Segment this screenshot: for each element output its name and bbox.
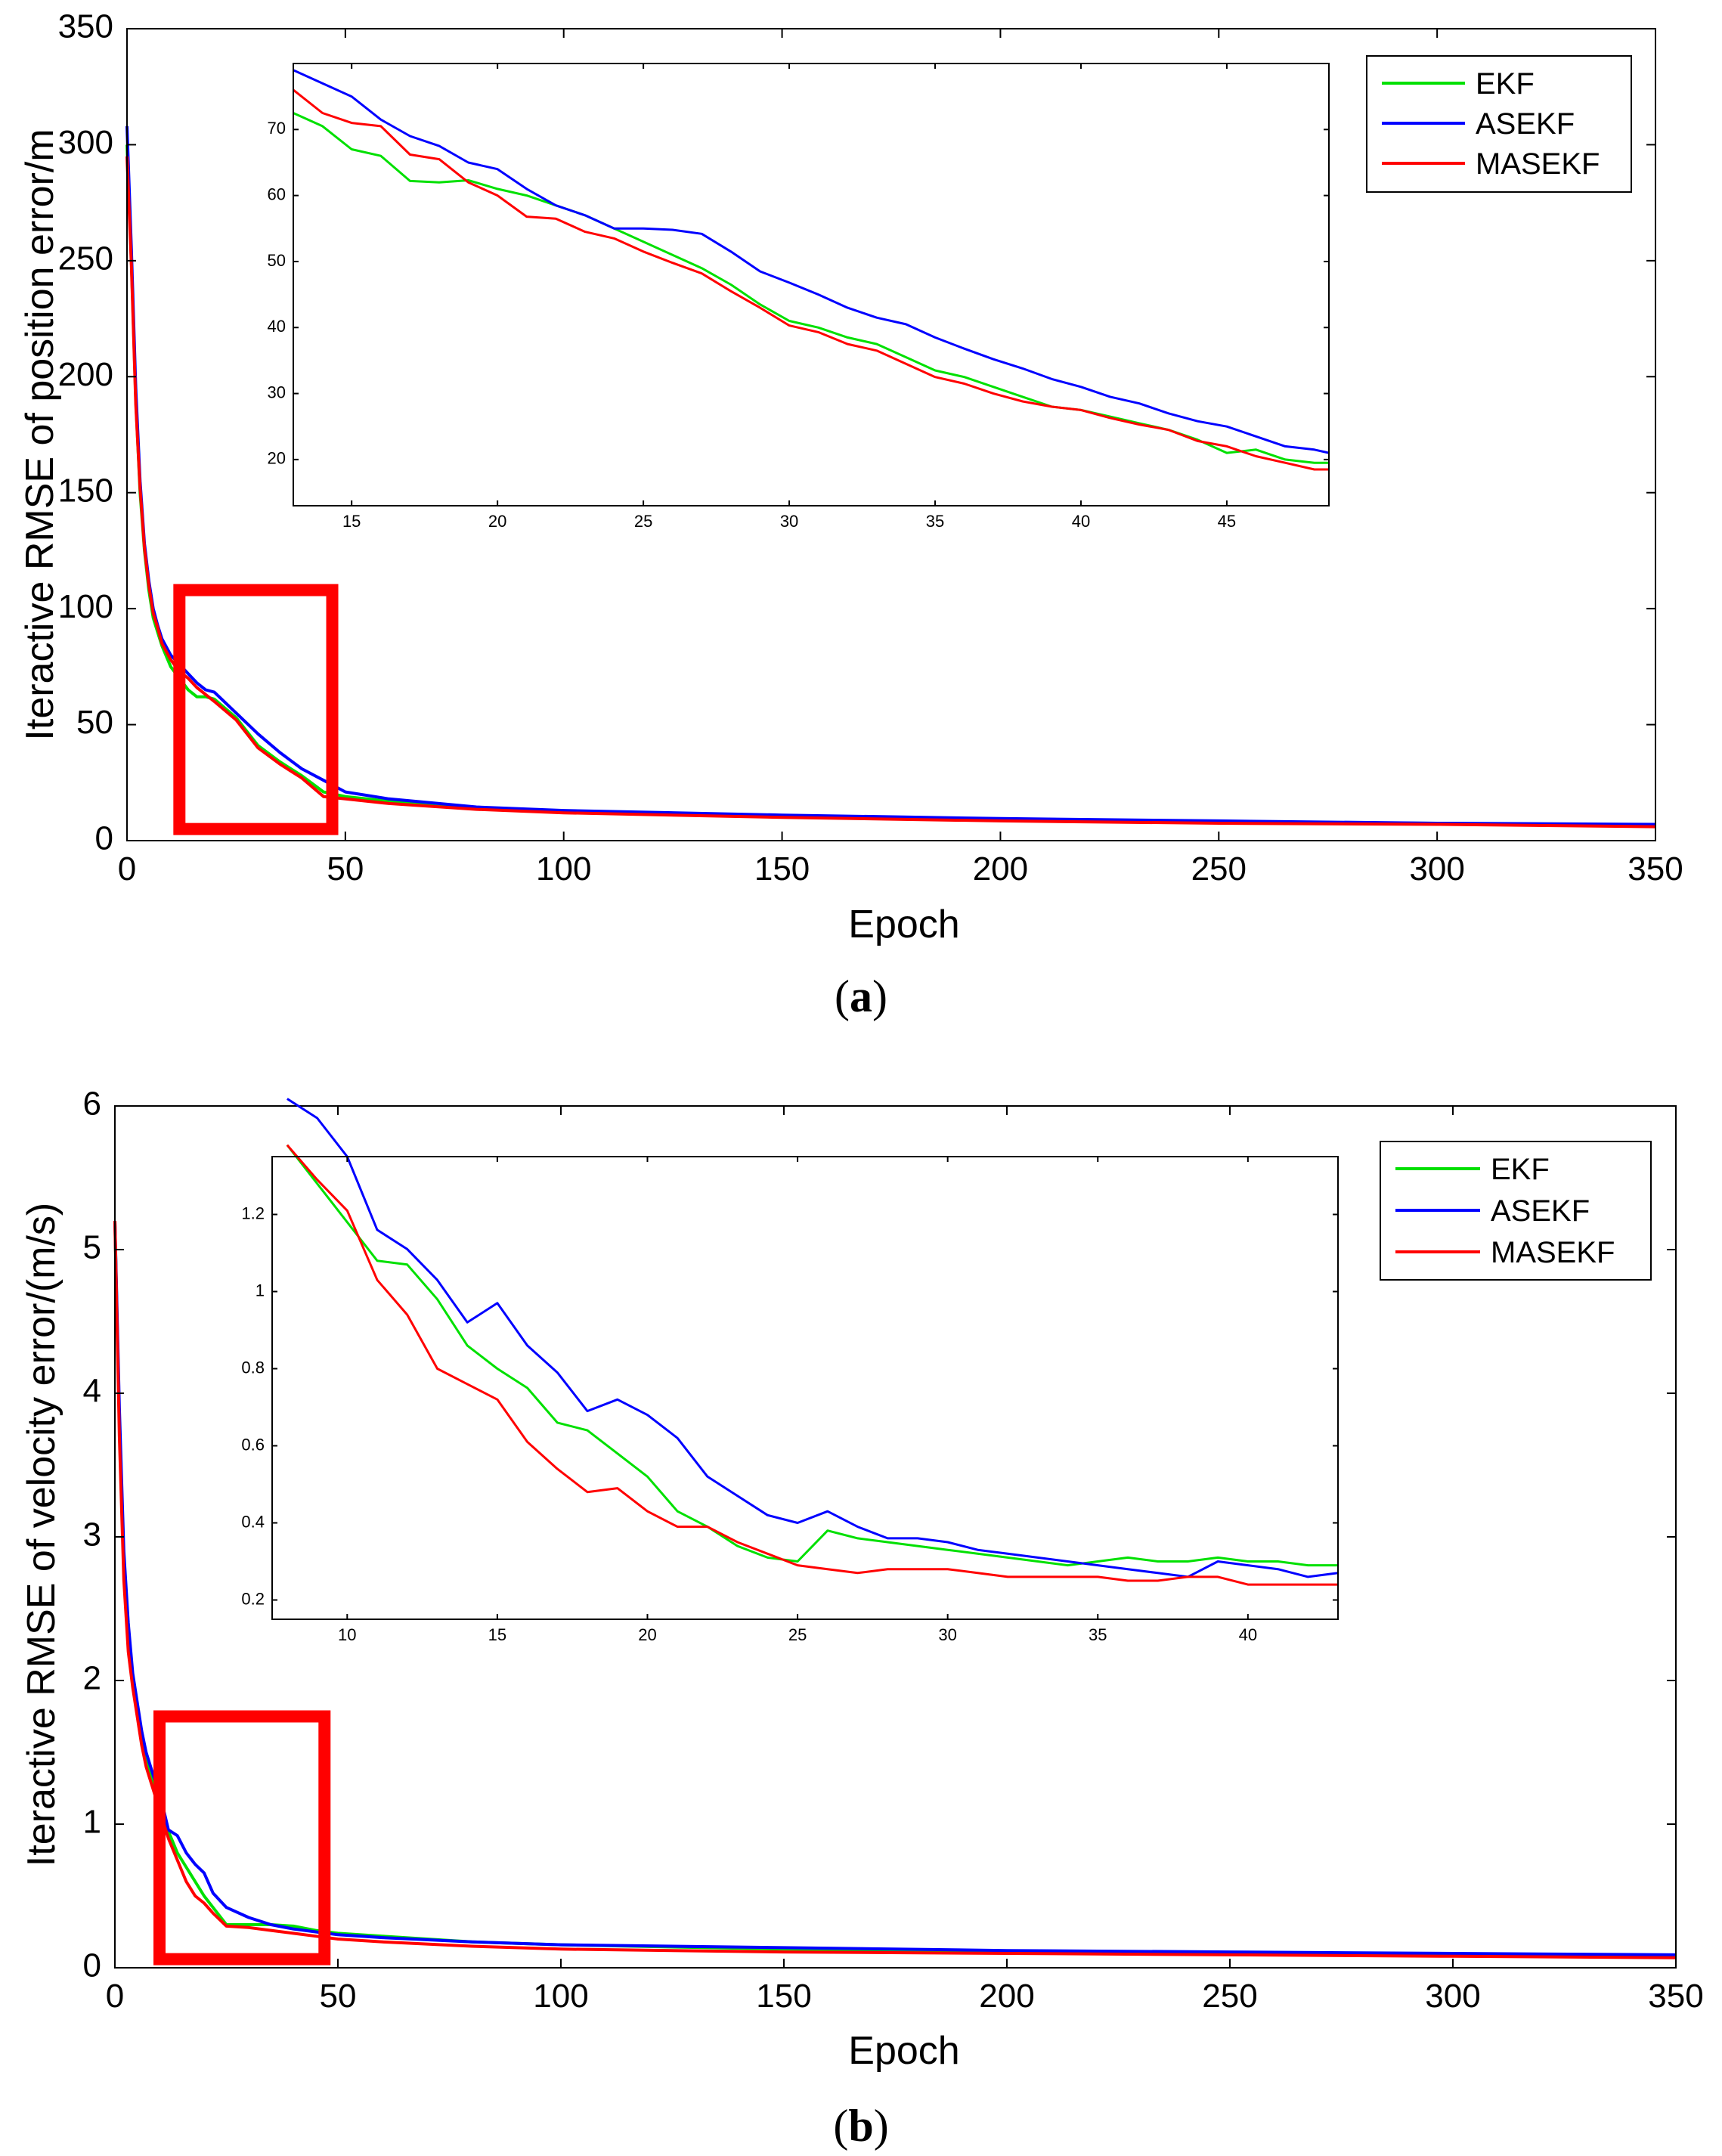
main-a-xtick-label: 150 [754,850,810,887]
inset-b-xtick-label: 30 [938,1625,956,1644]
main-series-b [113,1220,1677,1959]
inset-b-ytick-label: 0.8 [241,1358,265,1377]
main-b-xtick-label: 150 [756,1978,811,2015]
legend-label-masekf: MASEKF [1476,147,1600,181]
main-a-xtick-label: 350 [1628,850,1683,887]
inset-a-xtick-label: 15 [342,512,361,531]
inset-b-ytick-label: 0.6 [241,1435,265,1454]
inset-b-xtick-label: 10 [338,1625,356,1644]
axis-ticks-a: 0 50 100 150 200 250 300 350 0 50 100 150 200 250 300 3… [58,8,1683,887]
main-b-series-asekf [113,1220,1677,1956]
highlight-box-b [153,1710,331,1965]
inset-b-series-masekf [286,1144,1338,1586]
inset-b-ytick-label: 0.4 [241,1512,265,1531]
y-axis-label-a: Iteractive RMSE of position error/m [18,129,62,740]
inset-a-ytick-label: 40 [268,317,286,336]
plot-area-a [126,28,1656,841]
main-b-ytick-label: 2 [83,1660,101,1697]
main-b-ytick-label: 4 [83,1373,101,1410]
inset-a-ytick-label: 20 [268,449,286,468]
main-b-ytick-label: 1 [83,1804,101,1841]
legend-label-asekf: ASEKF [1476,107,1575,141]
main-a-xtick-label: 0 [118,850,136,887]
inset-a-ytick-label: 60 [268,184,286,203]
main-b-ytick-label: 5 [83,1229,101,1266]
main-a-xtick-label: 250 [1191,850,1247,887]
main-b-xtick-label: 300 [1425,1978,1480,2015]
main-b-xtick-label: 50 [320,1978,357,2015]
legend-label-asekf: ASEKF [1491,1194,1590,1228]
main-a-ytick-label: 0 [95,820,113,857]
legend-label-ekf: EKF [1476,67,1535,101]
main-b-ytick-label: 3 [83,1516,101,1553]
main-a-ytick-label: 200 [58,356,113,393]
inset-a-xtick-label: 30 [780,512,798,531]
legend-label-ekf: EKF [1491,1153,1550,1186]
main-b-series-masekf [113,1220,1677,1959]
inset-a-xtick-label: 25 [634,512,652,531]
inset-b-xtick-label: 35 [1089,1625,1107,1644]
main-b-ytick-label: 6 [83,1086,101,1123]
y-axis-label-b: Iteractive RMSE of velocity error/(m/s) [20,1203,63,1866]
main-b-xtick-label: 200 [979,1978,1034,2015]
main-b-xtick-label: 350 [1648,1978,1703,2015]
main-a-xtick-label: 300 [1409,850,1464,887]
chart-panel-a: 0 50 100 150 200 250 300 350 0 50 100 150 200 250 300 3… [18,8,1683,1021]
inset-frame-b [271,1156,1339,1620]
inset-chart-b: 10 15 20 25 30 35 40 0.2 0.4 0.6 0.8 1 1.2 [241,1098,1339,1644]
inset-b-xtick-label: 20 [638,1625,656,1644]
inset-a-xtick-label: 20 [488,512,506,531]
main-a-xtick-label: 100 [536,850,591,887]
inset-background-b [272,1157,1338,1619]
inset-a-xtick-label: 40 [1072,512,1090,531]
main-a-ytick-label: 50 [76,704,113,741]
main-b-xtick-label: 250 [1202,1978,1257,2015]
inset-a-ytick-label: 70 [268,119,286,138]
inset-a-xtick-label: 35 [926,512,944,531]
inset-b-xtick-label: 25 [788,1625,807,1644]
inset-b-ytick-label: 1.2 [241,1203,265,1222]
inset-background-a [293,64,1329,506]
main-a-ytick-label: 150 [58,472,113,509]
main-a-xtick-label: 50 [327,850,364,887]
main-b-xtick-label: 0 [106,1978,124,2015]
legend-a: EKF ASEKF MASEKF [1366,55,1632,193]
main-a-ytick-label: 350 [58,8,113,45]
inset-a-xtick-label: 45 [1218,512,1236,531]
inset-frame-a [293,63,1330,506]
main-a-ytick-label: 250 [58,240,113,277]
main-series-a [125,125,1656,829]
inset-a-ytick-label: 30 [268,383,286,401]
inset-a-series-masekf [293,88,1329,471]
highlight-box-a [173,584,339,835]
x-axis-label-b: Epoch [848,2029,959,2073]
main-a-ytick-label: 300 [58,124,113,161]
inset-b-xtick-label: 15 [488,1625,506,1644]
main-b-ytick-label: 0 [83,1947,101,1984]
inset-a-ytick-label: 50 [268,251,286,270]
legend-b: EKF ASEKF MASEKF [1380,1141,1652,1281]
x-axis-label-a: Epoch [848,903,959,946]
inset-b-series-asekf [286,1098,1339,1578]
inset-b-ytick-label: 1 [256,1281,265,1299]
chart-panel-b: 0 50 100 150 200 250 300 350 0 1 2 3 4 5 6 10 15 20 25 30 3… [20,1086,1704,2151]
inset-chart-a: 15 20 25 30 35 40 45 20 30 40 50 60 70 [268,63,1330,531]
legend-label-masekf: MASEKF [1491,1236,1615,1269]
inset-b-series-ekf [286,1144,1338,1567]
caption-b: (b) [833,2101,888,2151]
main-a-xtick-label: 200 [973,850,1028,887]
inset-b-ytick-label: 0.2 [241,1589,265,1608]
caption-a: (a) [835,971,887,1021]
main-a-series-masekf [125,156,1656,829]
main-a-ytick-label: 100 [58,588,113,625]
main-b-xtick-label: 100 [533,1978,588,2015]
inset-a-series-asekf [293,69,1330,454]
axis-ticks-b: 0 50 100 150 200 250 300 350 0 1 2 3 4 5 6 [83,1086,1704,2015]
inset-b-xtick-label: 40 [1239,1625,1257,1644]
